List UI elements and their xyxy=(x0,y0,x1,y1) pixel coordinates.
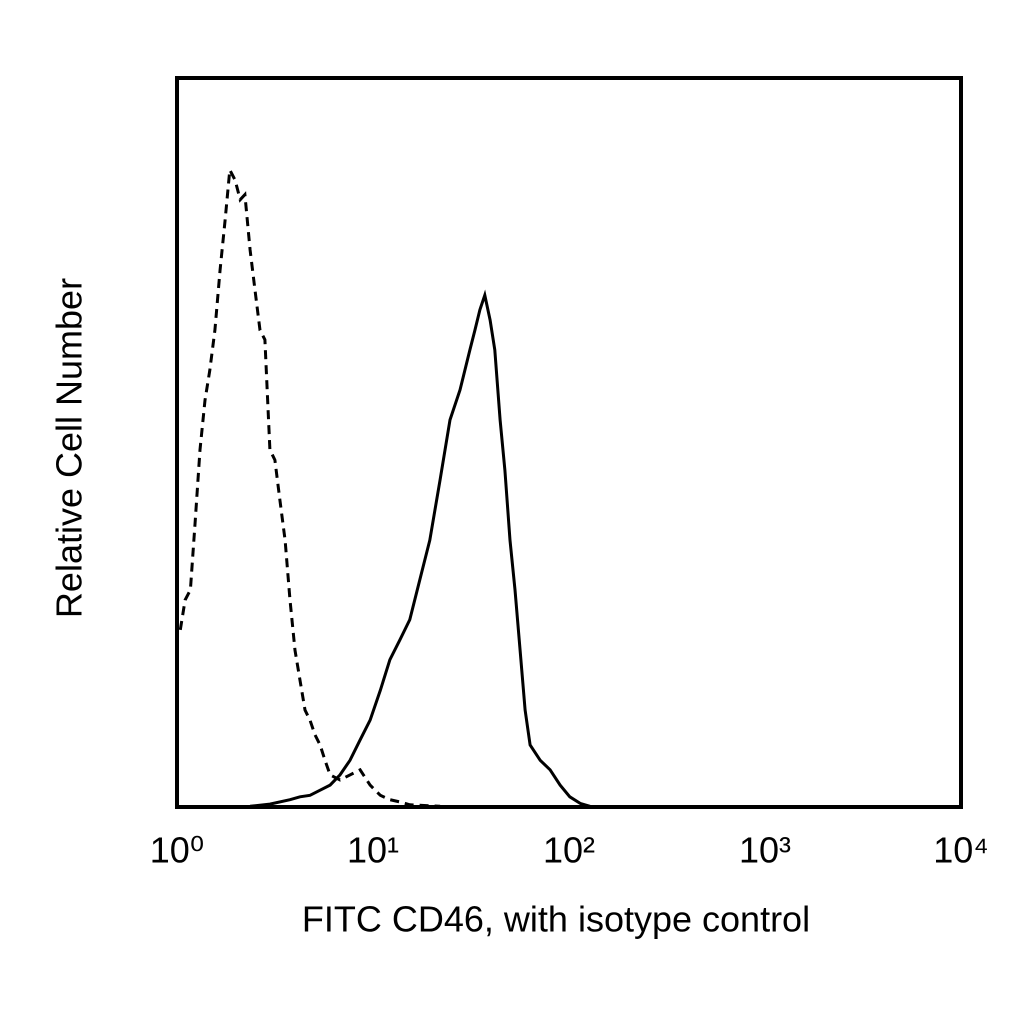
x-tick-label: 10¹ xyxy=(347,830,399,871)
x-tick-label: 10³ xyxy=(739,830,791,871)
histogram-line xyxy=(249,289,591,808)
x-tick-label: 10² xyxy=(543,830,595,871)
plot-frame xyxy=(175,76,963,809)
x-tick-label: 10⁰ xyxy=(150,830,204,871)
histogram-line xyxy=(178,164,441,808)
x-tick-label: 10⁴ xyxy=(933,830,989,871)
x-axis-label: FITC CD46, with isotype control xyxy=(302,899,810,940)
y-axis-label: Relative Cell Number xyxy=(49,278,90,618)
